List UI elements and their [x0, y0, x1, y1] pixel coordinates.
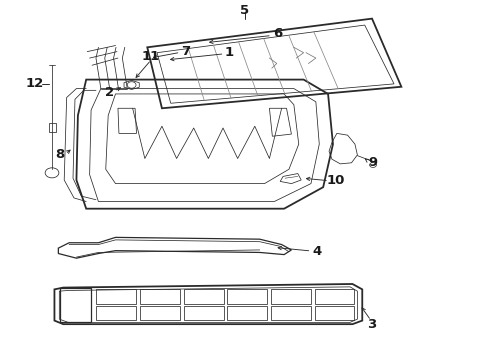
Text: 1: 1 [225, 46, 234, 59]
Text: 4: 4 [313, 244, 322, 257]
Text: 12: 12 [26, 77, 44, 90]
Text: 11: 11 [142, 50, 160, 63]
Text: 10: 10 [326, 174, 344, 187]
Text: 3: 3 [368, 318, 377, 331]
Text: 8: 8 [56, 148, 65, 161]
Text: 6: 6 [273, 27, 283, 40]
Text: 9: 9 [368, 156, 378, 168]
Text: 2: 2 [104, 86, 114, 99]
Text: 7: 7 [181, 45, 190, 58]
Text: 5: 5 [241, 4, 249, 17]
